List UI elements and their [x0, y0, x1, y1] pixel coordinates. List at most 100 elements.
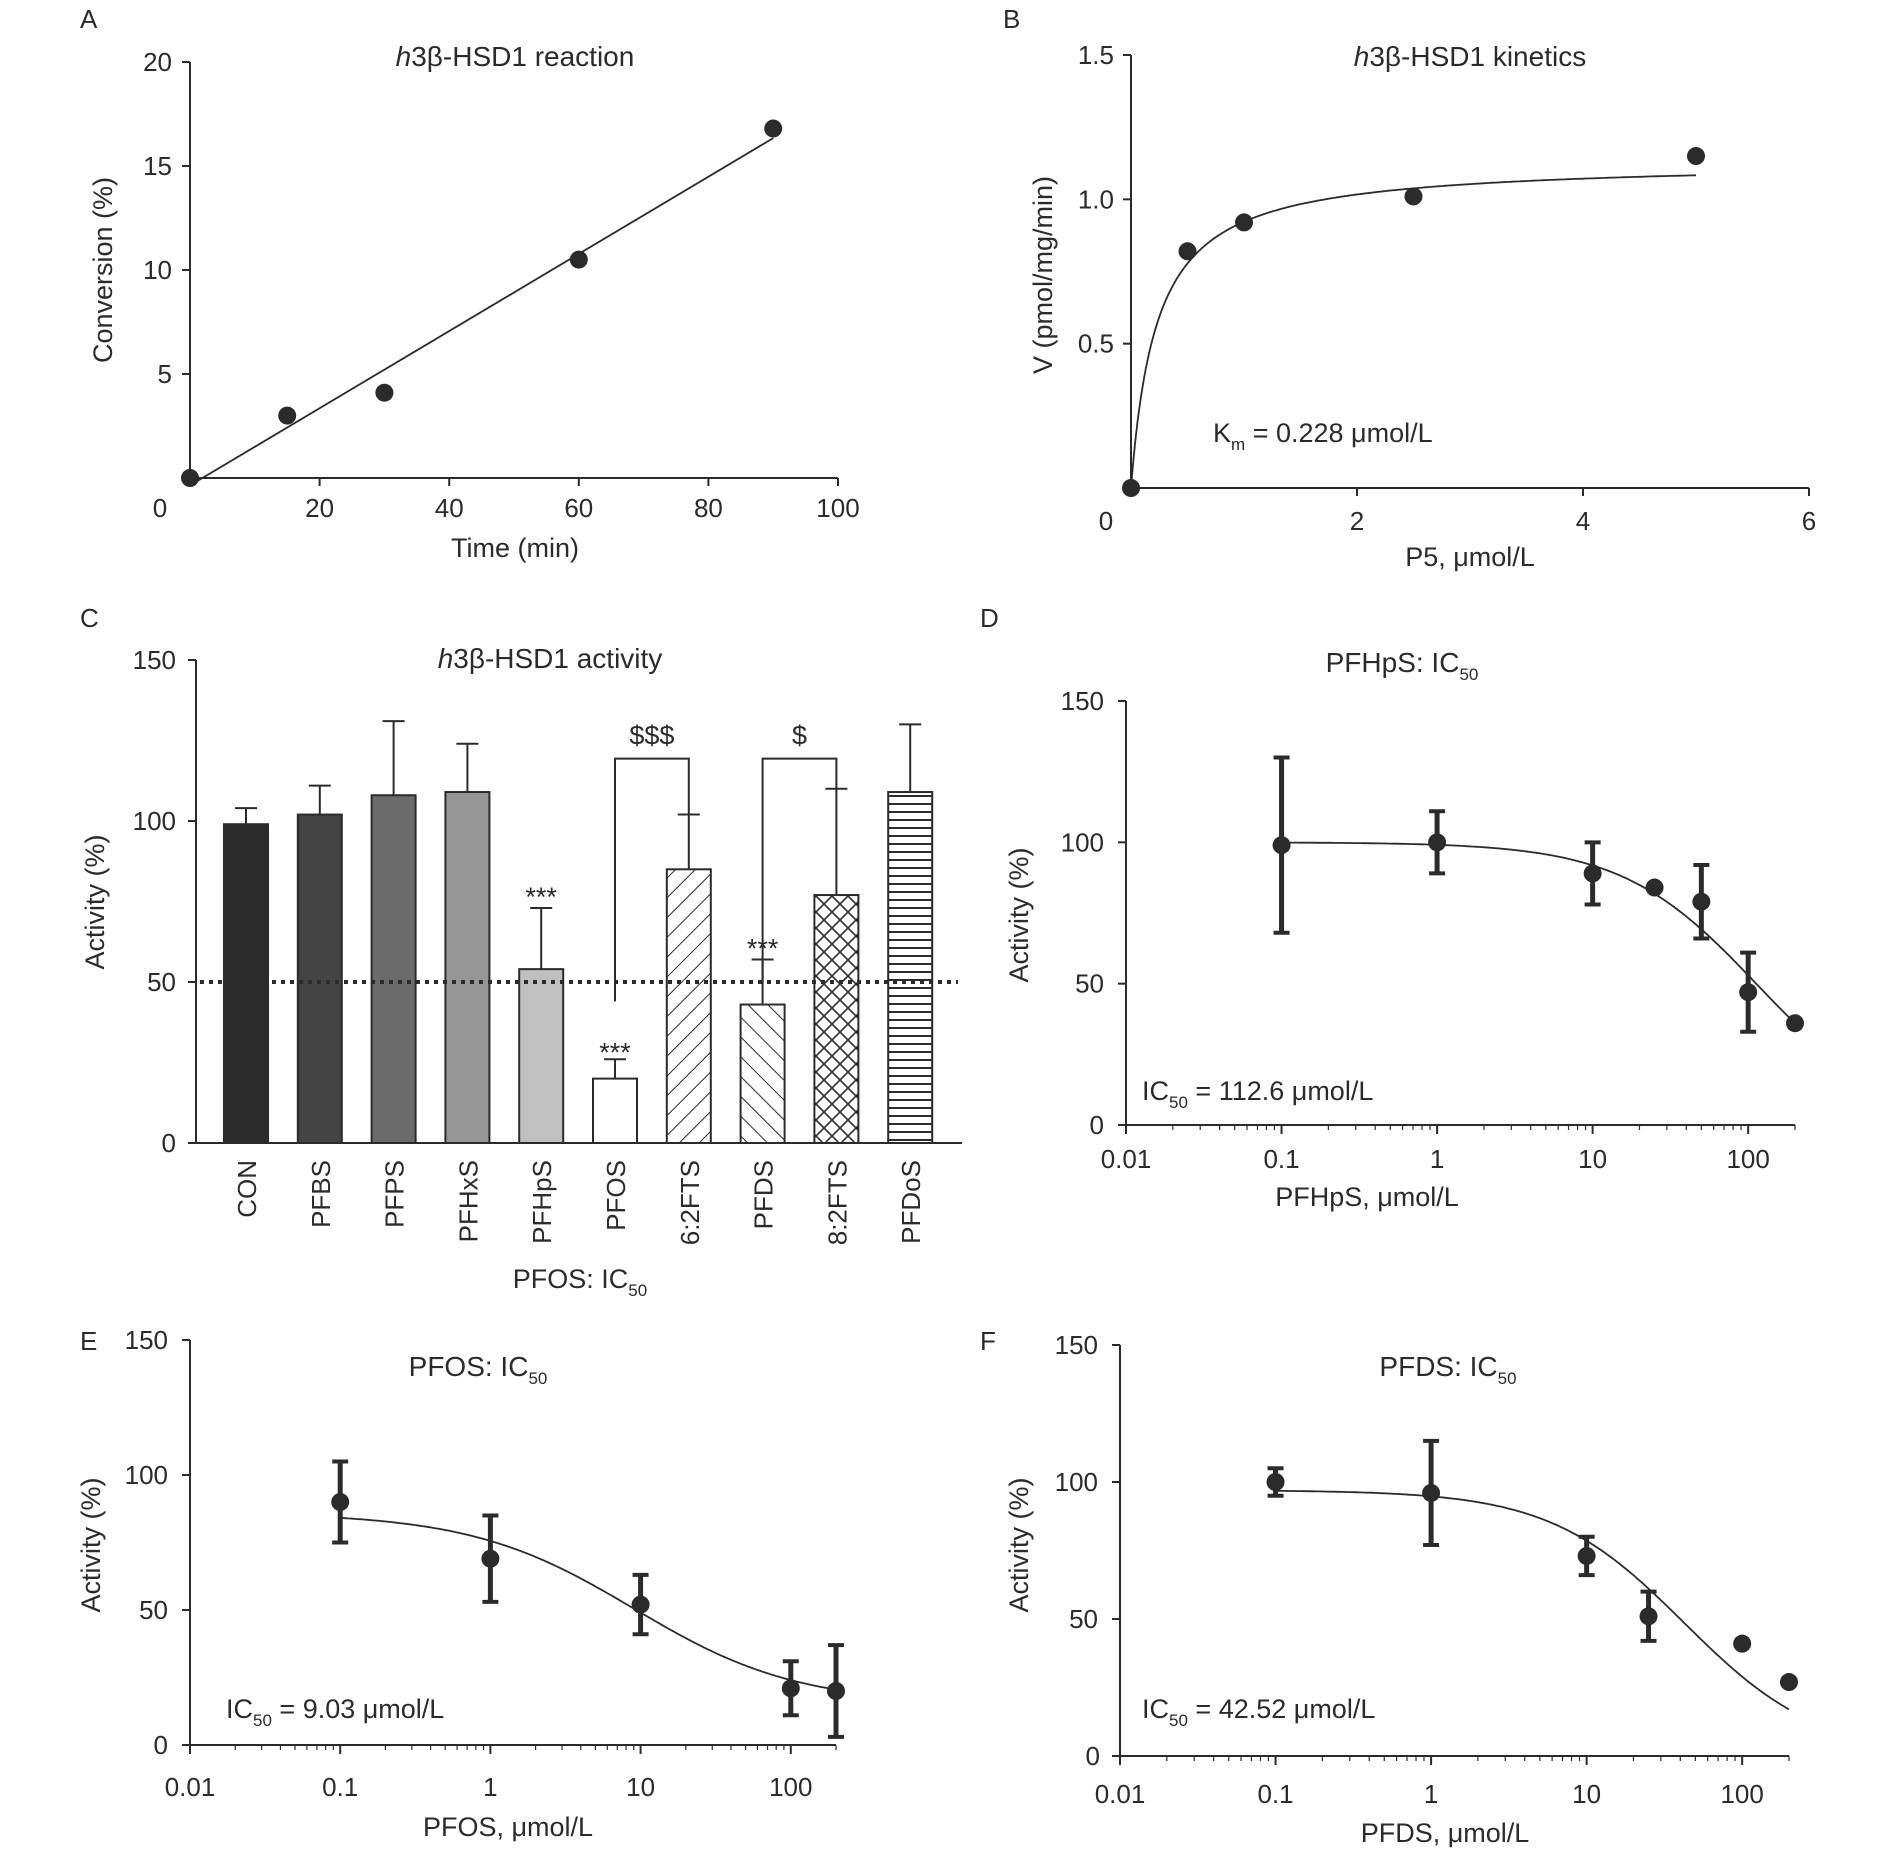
x-tick-label: 0.1: [1257, 1779, 1293, 1809]
data-point: [481, 1549, 500, 1568]
y-tick-label: 150: [125, 1325, 168, 1355]
panel-c-y-label: Activity (%): [80, 835, 110, 970]
x-tick-label: 60: [564, 493, 593, 523]
data-point: [781, 1679, 800, 1698]
panel-d-error-bars: [1273, 755, 1757, 1034]
y-tick-label: 100: [1055, 1467, 1098, 1497]
x-tick-label: 80: [694, 493, 723, 523]
y-tick-label: 150: [1055, 1330, 1098, 1360]
x-tick-label: 100: [769, 1772, 812, 1802]
panel-c-letter: C: [80, 603, 99, 633]
panel-a-fit-line: [189, 137, 774, 487]
panel-d-pfhps-chart: D PFHpS: IC50 0 50 100 150 0.01 0.1 1 10 100 IC5…: [980, 603, 1804, 1212]
panel-e-pfos-chart: E PFOS: IC50 0 50 100 150 0.01 0.1 1 10 100 IC50…: [76, 1325, 845, 1842]
data-point: [1178, 242, 1197, 261]
category-label: PFBS: [306, 1160, 336, 1228]
panel-f-points: [1266, 1473, 1798, 1692]
x-tick-label: 1: [1430, 1144, 1444, 1174]
bar: [518, 968, 565, 1144]
panel-f-error-bars: [1267, 1438, 1657, 1643]
panel-b-kinetics-chart: B h3β-HSD1 kinetics 0 2 4 6 0.5 1.0 1.5 Km = 0…: [1003, 4, 1816, 572]
category-label: CON: [232, 1160, 262, 1218]
bracket: [761, 757, 838, 982]
x-tick-label: 0: [153, 493, 167, 523]
x-tick-label: 4: [1576, 506, 1590, 536]
data-point: [1422, 1483, 1441, 1502]
data-point: [1122, 479, 1140, 497]
bar: [739, 1003, 786, 1144]
x-tick-label: 0.1: [322, 1772, 358, 1802]
y-tick-label: 50: [1069, 1604, 1098, 1634]
data-point: [1583, 864, 1602, 883]
x-tick-label: 1: [1424, 1779, 1438, 1809]
y-tick-label: 0: [1086, 1741, 1100, 1771]
y-tick-label: 20: [143, 47, 172, 77]
data-point: [764, 119, 783, 138]
panel-c-caption: PFOS: IC50: [513, 1264, 647, 1300]
bar: [296, 813, 343, 1144]
panel-f-ic50-annotation: IC50 = 42.52 μmol/L: [1142, 1694, 1375, 1730]
data-point: [1272, 836, 1291, 855]
data-point: [1404, 187, 1423, 206]
panel-f-y-label: Activity (%): [1004, 1478, 1034, 1613]
bracket: [614, 757, 690, 1002]
data-point: [1692, 892, 1711, 911]
x-tick-label: 20: [305, 493, 334, 523]
category-label: 8:2FTS: [822, 1160, 852, 1245]
y-tick-label: 0: [1090, 1110, 1104, 1140]
bracket-label: $: [792, 721, 807, 751]
bar: [370, 794, 417, 1144]
significance-label: ***: [599, 1037, 631, 1067]
x-tick-label: 0: [1099, 506, 1113, 536]
panel-d-fit-curve: [1281, 841, 1796, 1024]
y-tick-label: 50: [139, 1595, 168, 1625]
panel-c-activity-chart: C h3β-HSD1 activity 0 50 100 150 CON PFBS PFP…: [80, 603, 962, 1300]
y-tick-label: 0: [154, 1730, 168, 1760]
x-tick-label: 100: [816, 493, 859, 523]
data-point: [1639, 1607, 1658, 1626]
data-point: [1266, 1473, 1285, 1491]
y-tick-label: 1.5: [1078, 40, 1114, 70]
x-tick-label: 1: [483, 1772, 497, 1802]
panel-d-ticks: 0 50 100 150 0.01 0.1 1 10 100: [1061, 686, 1796, 1174]
data-point: [1235, 213, 1253, 232]
y-tick-label: 10: [143, 255, 172, 285]
y-tick-label: 1.0: [1078, 184, 1114, 214]
data-point: [631, 1595, 650, 1614]
y-tick-label: 50: [1075, 969, 1104, 999]
panel-b-ticks: 0 2 4 6 0.5 1.0 1.5: [1078, 40, 1816, 536]
x-tick-label: 6: [1802, 506, 1816, 536]
panel-b-letter: B: [1003, 4, 1020, 34]
panel-e-y-label: Activity (%): [76, 1478, 106, 1613]
x-tick-label: 100: [1720, 1779, 1763, 1809]
bar: [665, 868, 712, 1144]
panel-e-x-label: PFOS, μmol/L: [423, 1812, 593, 1842]
x-tick-label: 0.01: [1095, 1779, 1146, 1809]
category-label: PFDS: [749, 1160, 779, 1229]
panel-f-title: PFDS: IC50: [1379, 1351, 1516, 1388]
panel-e-ticks: 0 50 100 150 0.01 0.1 1 10 100: [125, 1325, 837, 1802]
data-point: [1786, 1014, 1804, 1033]
y-tick-label: 150: [133, 645, 176, 675]
y-tick-label: 100: [133, 806, 176, 836]
panel-d-x-label: PFHpS, μmol/L: [1275, 1182, 1459, 1212]
panel-f-letter: F: [980, 1326, 996, 1356]
data-point: [1733, 1634, 1752, 1653]
panel-a-ticks: 0 20 40 60 80 100 5 10 15 20: [143, 47, 860, 523]
data-point: [278, 406, 297, 425]
y-tick-label: 100: [125, 1460, 168, 1490]
panel-f-ticks: 0 50 100 150 0.01 0.1 1 10 100: [1055, 1330, 1790, 1809]
y-tick-label: 0: [162, 1128, 176, 1158]
panel-c-title: h3β-HSD1 activity: [438, 643, 663, 674]
panel-a-x-label: Time (min): [451, 533, 579, 563]
bracket-label: $$$: [629, 721, 674, 751]
panel-a-conversion-chart: A h3β-HSD1 reaction 0 20 40 60 80 1005101520 …: [80, 4, 860, 563]
panel-d-points: [1272, 833, 1804, 1033]
y-tick-label: 100: [1061, 827, 1104, 857]
bar: [444, 791, 491, 1145]
category-label: PFHpS: [527, 1160, 557, 1244]
panel-b-y-label: V (pmol/mg/min): [1028, 176, 1058, 374]
y-tick-label: 150: [1061, 686, 1104, 716]
data-point: [1645, 878, 1664, 897]
